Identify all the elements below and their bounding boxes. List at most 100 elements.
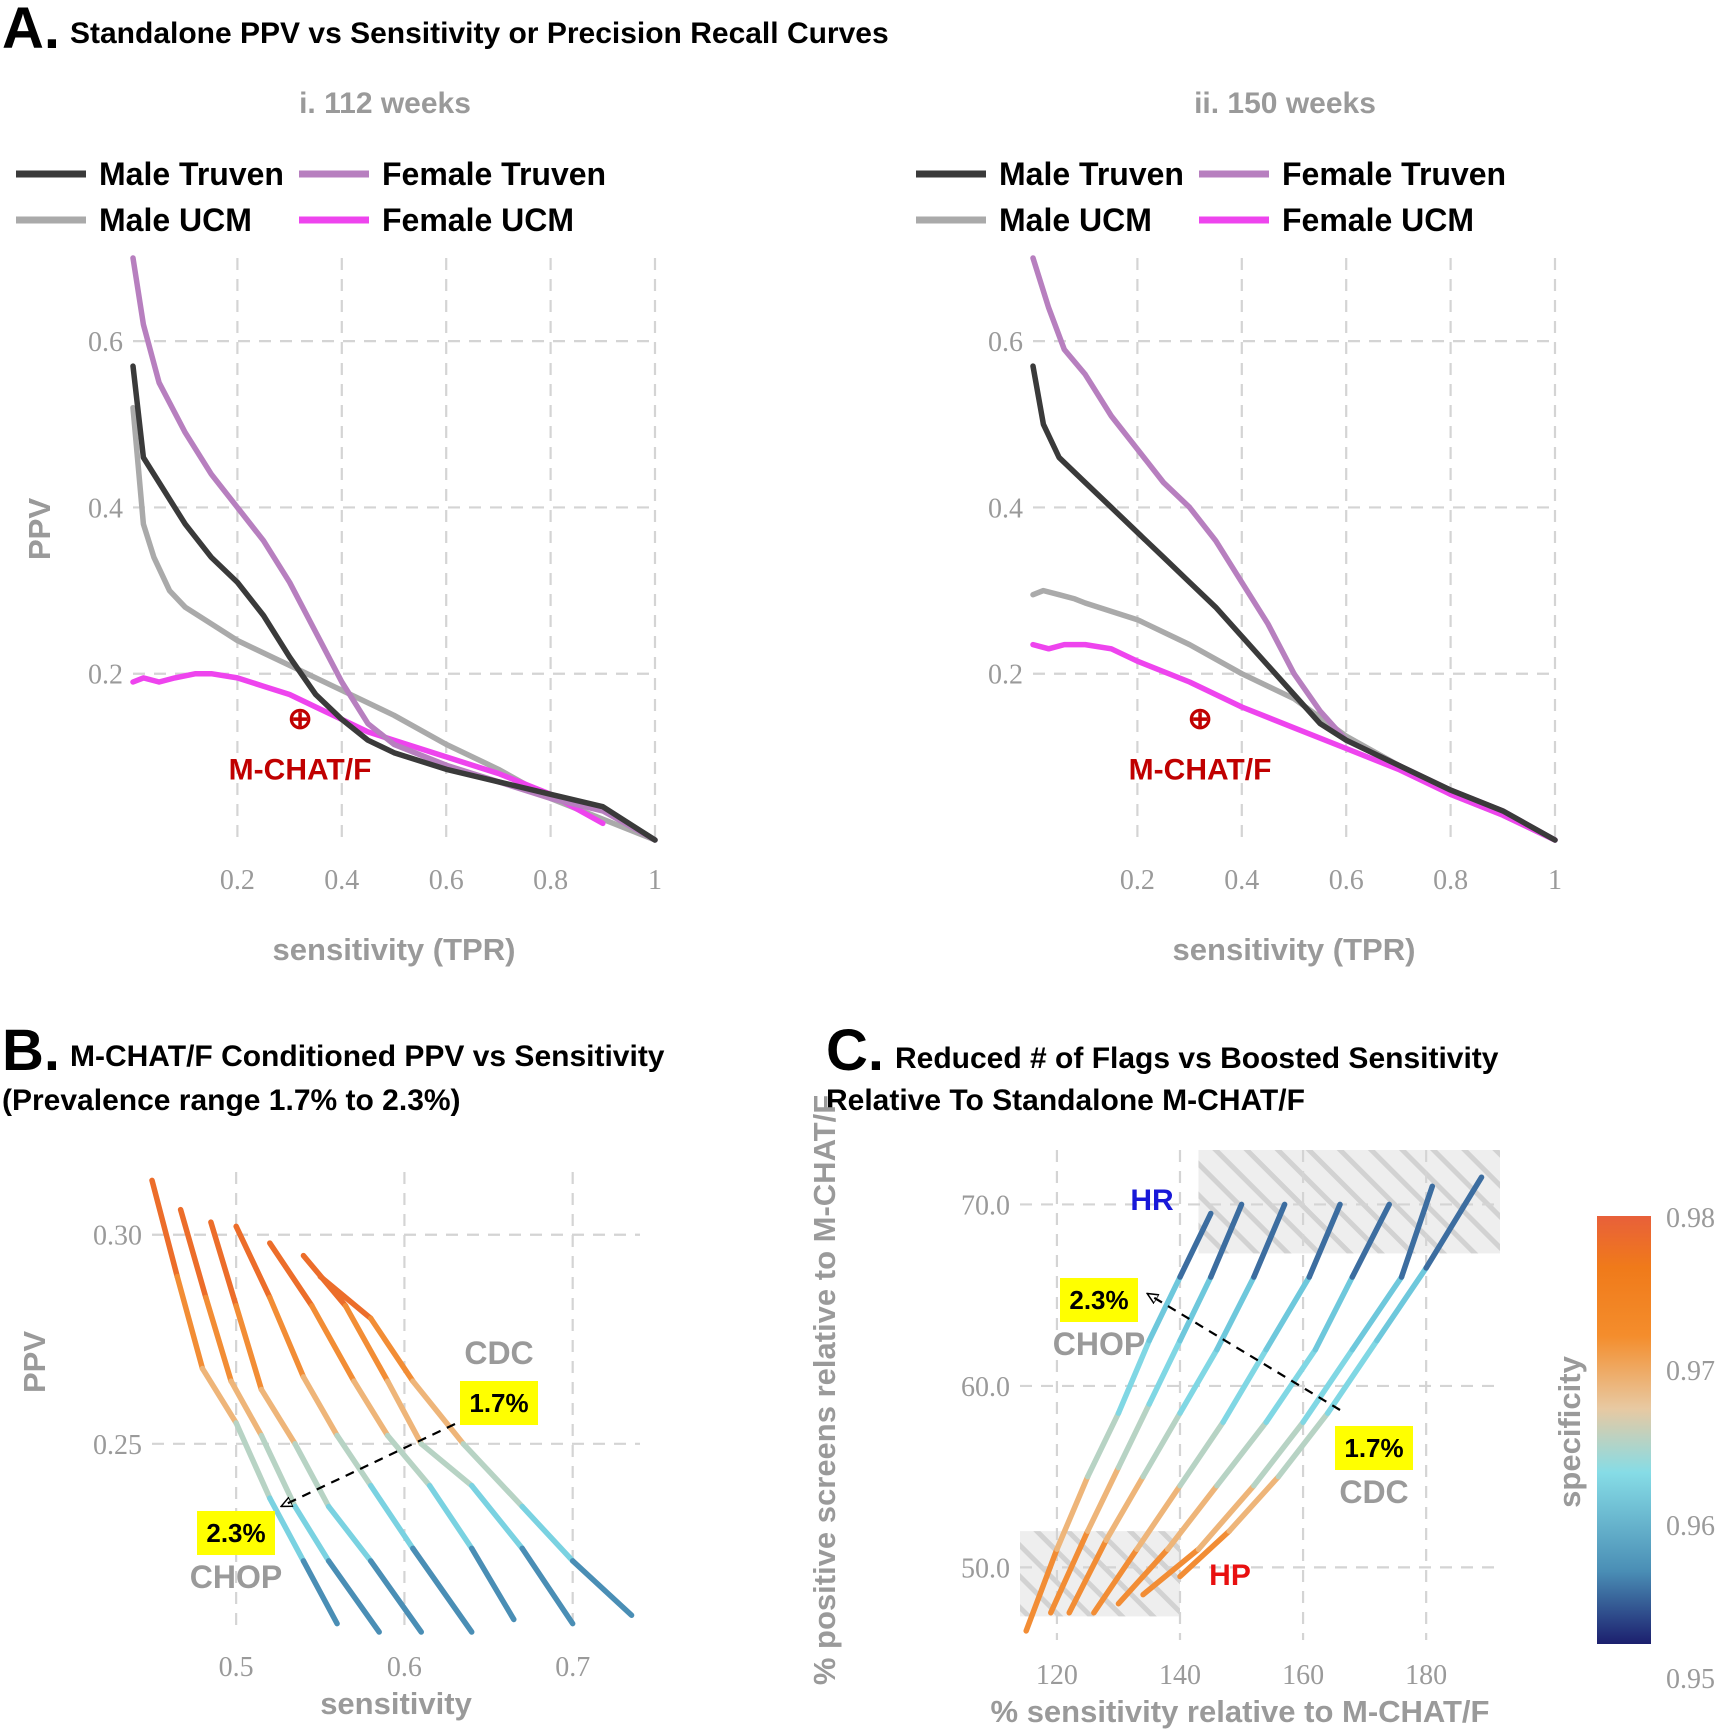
curve-segment [258,1432,298,1510]
curve-segment [292,1503,332,1564]
y-axis-title: PPV [22,498,57,560]
curve-segment [1349,1201,1392,1280]
x-tick-label: 0.2 [220,865,255,896]
curve-segment [228,1378,265,1439]
curve-segment [1084,1464,1122,1534]
curve-segment [460,1441,525,1510]
curve-segment [1251,1201,1288,1280]
curve-segment [1146,1274,1183,1344]
curve-segment [1048,1528,1091,1616]
x-tick-label: 0.4 [1224,865,1259,896]
mchat-marker-icon: ⊕ [1187,703,1212,736]
legend-label: Female Truven [1282,156,1506,192]
curve-segment [300,1558,340,1627]
x-tick-label: 160 [1282,1660,1324,1691]
legend: Male Truven Female Truven Male UCM Female U… [16,156,606,238]
panel-c-title-line2: Relative To Standalone M-CHAT/F [826,1084,1305,1117]
y-tick-label: 0.6 [988,327,1023,358]
curve-segment [1177,1274,1214,1344]
curve-segment [1066,1537,1109,1616]
curve-segment [368,1315,416,1384]
chart-subtitle: i. 112 weeks [299,87,471,120]
legend-label: Male UCM [99,202,252,238]
curve-segment [1115,1401,1152,1471]
y-tick-label: 60.0 [961,1372,1010,1403]
curve-segment [1226,1473,1282,1534]
y-tick-label: 0.2 [988,660,1023,691]
curve-segment [1423,1174,1485,1271]
curve-segment [233,1420,273,1501]
legend-label: Male Truven [999,156,1184,192]
curve-segment [1103,1473,1146,1543]
chart-c-flags-vs-sensitivity: 120 140 160 180 50.0 60.0 70.0 % sensitivity re… [807,1095,1500,1729]
colorbar-tick-2: 0.96 [1666,1511,1715,1542]
curve-segment [1300,1346,1356,1425]
curve-segment [1195,1482,1257,1553]
y-tick-label: 0.6 [88,327,123,358]
curve-segment [1134,1482,1183,1553]
x-tick-label: 0.5 [219,1652,254,1683]
curve-segment [1306,1201,1343,1280]
curve-segment [292,1441,332,1510]
curve-segment [325,1503,374,1564]
curve-segment [1023,1546,1060,1634]
curve-segment [1275,1410,1331,1480]
cdc-label: CDC [1339,1474,1408,1510]
panel-c-letter: C. [826,1018,884,1083]
cdc-value-box [1335,1426,1413,1470]
x-tick-label: 0.6 [387,1652,422,1683]
series-line-female-ucm [130,670,606,827]
curve-segment [1349,1274,1405,1353]
curve-segment [468,1545,517,1623]
curve-segment [1177,1419,1226,1489]
chop-value: 2.3% [1069,1285,1128,1315]
curve-segment [426,1482,475,1552]
curve-segment [468,1482,525,1552]
x-tick-label: 0.2 [1120,865,1155,896]
y-tick-label: 70.0 [961,1190,1010,1221]
curve-segment [351,1378,391,1439]
curve-segment [233,1223,273,1301]
curve-segment [569,1558,635,1619]
y-tick-label: 0.4 [988,493,1023,524]
panel-b-letter: B. [2,1018,60,1083]
hr-label: HR [1130,1184,1174,1217]
chop-label: CHOP [1053,1326,1145,1362]
curve-segment [1140,1410,1183,1480]
x-tick-label: 120 [1036,1660,1078,1691]
curve-segment [1312,1274,1356,1353]
cdc-value-box [460,1381,538,1425]
curve-segment [1146,1337,1183,1407]
curve-segment [177,1206,209,1301]
curve-segment [233,1303,265,1393]
panel-a-letter: A. [2,0,60,61]
y-axis-title: PPV [22,498,57,560]
curve-segment [258,1386,298,1447]
colorbar-tick-1: 0.97 [1666,1356,1715,1387]
curve-segment [410,1378,467,1447]
curve-segment [1214,1419,1269,1489]
legend-label: Male UCM [999,202,1152,238]
curve-segment [1140,1546,1202,1598]
curve-segment [309,1303,357,1384]
mchat-label: M-CHAT/F [229,754,372,787]
curve-segment [519,1545,576,1627]
cdc-value: 1.7% [1344,1433,1403,1463]
panel-c-title-line1: Reduced # of Flags vs Boosted Sensitivit… [895,1042,1499,1075]
y-tick-label: 50.0 [961,1553,1010,1584]
chart-a-112-weeks: i. 112 weeks Male Truven Female TruvenMale… [16,87,662,967]
series-line-male-truven [130,363,658,843]
chart-subtitle: ii. 150 weeks [1194,87,1376,120]
x-tick-label: 0.4 [324,865,359,896]
x-tick-label: 180 [1405,1660,1447,1691]
curve-segment [1054,1473,1091,1553]
x-tick-label: 140 [1159,1660,1201,1691]
curve-segment [1177,1528,1232,1580]
curve-segment [174,1273,206,1372]
y-axis-title: % positive screens relative to M-CHAT/F [807,1095,842,1685]
hr-region [1198,1150,1500,1254]
curve-segment [1374,1265,1429,1344]
curve-segment [410,1545,475,1635]
x-axis-title: sensitivity (TPR) [1173,932,1416,967]
colorbar-rect [1597,1216,1651,1644]
